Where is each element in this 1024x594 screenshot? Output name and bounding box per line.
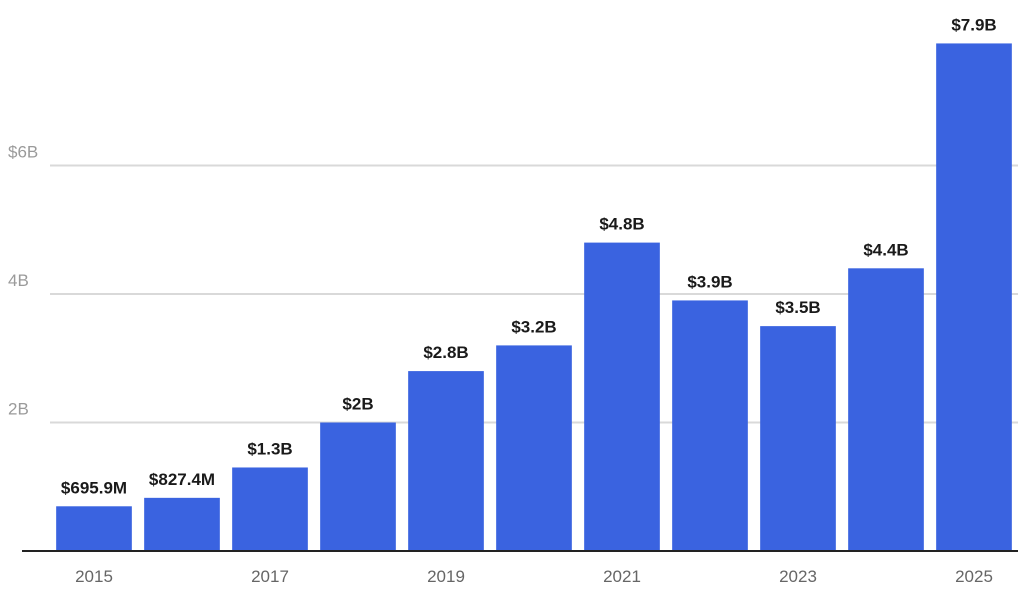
bar-2015 — [56, 506, 132, 551]
data-label-2023: $3.5B — [775, 298, 820, 317]
bar-2022 — [672, 300, 748, 551]
data-label-2018: $2B — [342, 395, 373, 414]
x-tick-label-2015: 2015 — [75, 567, 113, 586]
bar-2017 — [232, 467, 308, 551]
data-label-2017: $1.3B — [247, 439, 292, 458]
data-label-2015: $695.9M — [61, 478, 127, 497]
x-tick-label-2019: 2019 — [427, 567, 465, 586]
bar-2016 — [144, 497, 220, 551]
bar-2019 — [408, 371, 484, 551]
bar-2021 — [584, 242, 660, 551]
x-axis-ticks: 2015 2017 2019 2021 2023 2025 — [75, 567, 993, 586]
bars — [56, 43, 1012, 552]
bar-2023 — [760, 326, 836, 551]
data-label-2025: $7.9B — [951, 15, 996, 34]
data-label-2016: $827.4M — [149, 470, 215, 489]
x-tick-label-2021: 2021 — [603, 567, 641, 586]
data-label-2024: $4.4B — [863, 240, 908, 259]
y-tick-label-2: $6B — [8, 143, 38, 162]
data-labels: $695.9M $827.4M $1.3B $2B $2.8B $3.2B $4.8B $3.… — [61, 15, 997, 497]
y-tick-label-1: 4B — [8, 271, 29, 290]
x-tick-label-2017: 2017 — [251, 567, 289, 586]
data-label-2021: $4.8B — [599, 215, 644, 234]
bar-2025 — [936, 43, 1012, 552]
bar-2020 — [496, 345, 572, 551]
x-tick-label-2023: 2023 — [779, 567, 817, 586]
data-label-2022: $3.9B — [687, 272, 732, 291]
x-tick-label-2025: 2025 — [955, 567, 993, 586]
y-tick-label-0: 2B — [8, 400, 29, 419]
bar-2024 — [848, 268, 924, 551]
data-label-2020: $3.2B — [511, 317, 556, 336]
bar-2018 — [320, 422, 396, 551]
data-label-2019: $2.8B — [423, 343, 468, 362]
y-axis-ticks: 2B 4B $6B — [8, 143, 38, 419]
